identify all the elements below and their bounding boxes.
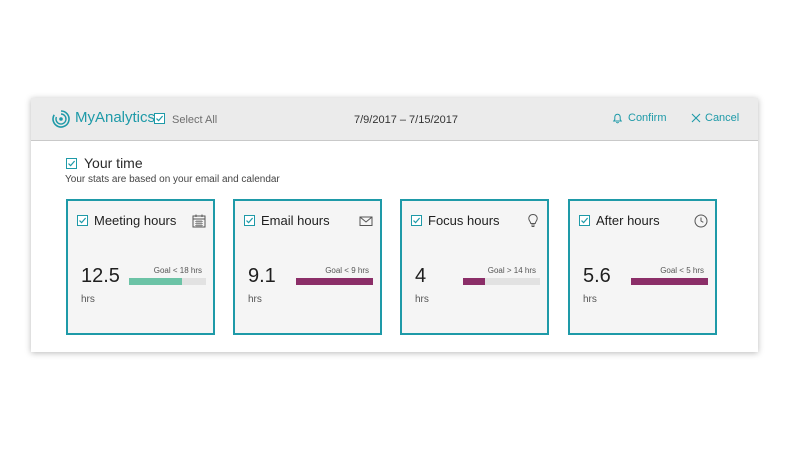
cancel-button[interactable]: Cancel — [691, 112, 739, 124]
progress-bar — [296, 278, 373, 285]
card-value: 5.6 — [583, 265, 611, 287]
cancel-label: Cancel — [705, 112, 740, 124]
card-title: Focus hours — [428, 213, 500, 228]
header-bar: MyAnalytics Select All 7/9/2017 – 7/15/2… — [31, 98, 758, 141]
card-unit: hrs — [415, 294, 429, 305]
card-title: After hours — [596, 213, 660, 228]
progress-fill — [463, 278, 486, 285]
select-all-checkbox[interactable] — [154, 113, 165, 124]
progress-bar — [631, 278, 708, 285]
app-title: MyAnalytics — [75, 109, 156, 126]
section-title: Your time — [84, 155, 143, 171]
after-hours-checkbox[interactable] — [579, 215, 590, 226]
lightbulb-icon — [528, 213, 538, 227]
confirm-button[interactable]: Confirm — [612, 112, 667, 124]
focus-hours-card[interactable]: Focus hours 4 hrs Goal > 14 hrs — [400, 199, 549, 335]
myanalytics-panel: MyAnalytics Select All 7/9/2017 – 7/15/2… — [31, 98, 758, 352]
card-unit: hrs — [583, 294, 597, 305]
date-range: 7/9/2017 – 7/15/2017 — [354, 114, 458, 126]
card-value: 12.5 — [81, 265, 120, 287]
section-subtitle: Your stats are based on your email and c… — [65, 174, 280, 185]
focus-hours-checkbox[interactable] — [411, 215, 422, 226]
confirm-label: Confirm — [628, 112, 667, 124]
meeting-hours-checkbox[interactable] — [77, 215, 88, 226]
card-goal: Goal < 18 hrs — [153, 266, 202, 275]
card-title: Meeting hours — [94, 213, 177, 228]
card-goal: Goal > 14 hrs — [487, 266, 536, 275]
card-unit: hrs — [81, 294, 95, 305]
bell-icon — [612, 113, 623, 123]
progress-fill — [631, 278, 708, 285]
calendar-icon — [192, 214, 206, 228]
meeting-hours-card[interactable]: Meeting hours 12.5 hrs Goal < 18 hrs — [66, 199, 215, 335]
progress-fill — [129, 278, 183, 285]
card-goal: Goal < 9 hrs — [325, 266, 369, 275]
progress-fill — [296, 278, 373, 285]
card-value: 9.1 — [248, 265, 276, 287]
select-all-label[interactable]: Select All — [172, 114, 218, 126]
myanalytics-logo-icon — [52, 110, 70, 128]
envelope-icon — [359, 216, 373, 226]
email-hours-checkbox[interactable] — [244, 215, 255, 226]
after-hours-card[interactable]: After hours 5.6 hrs Goal < 5 hrs — [568, 199, 717, 335]
card-title: Email hours — [261, 213, 330, 228]
progress-bar — [463, 278, 540, 285]
card-value: 4 — [415, 265, 427, 287]
clock-icon — [694, 214, 708, 228]
progress-bar — [129, 278, 206, 285]
email-hours-card[interactable]: Email hours 9.1 hrs Goal < 9 hrs — [233, 199, 382, 335]
card-unit: hrs — [248, 294, 262, 305]
card-goal: Goal < 5 hrs — [660, 266, 704, 275]
your-time-checkbox[interactable] — [66, 158, 77, 169]
close-icon — [691, 113, 701, 123]
